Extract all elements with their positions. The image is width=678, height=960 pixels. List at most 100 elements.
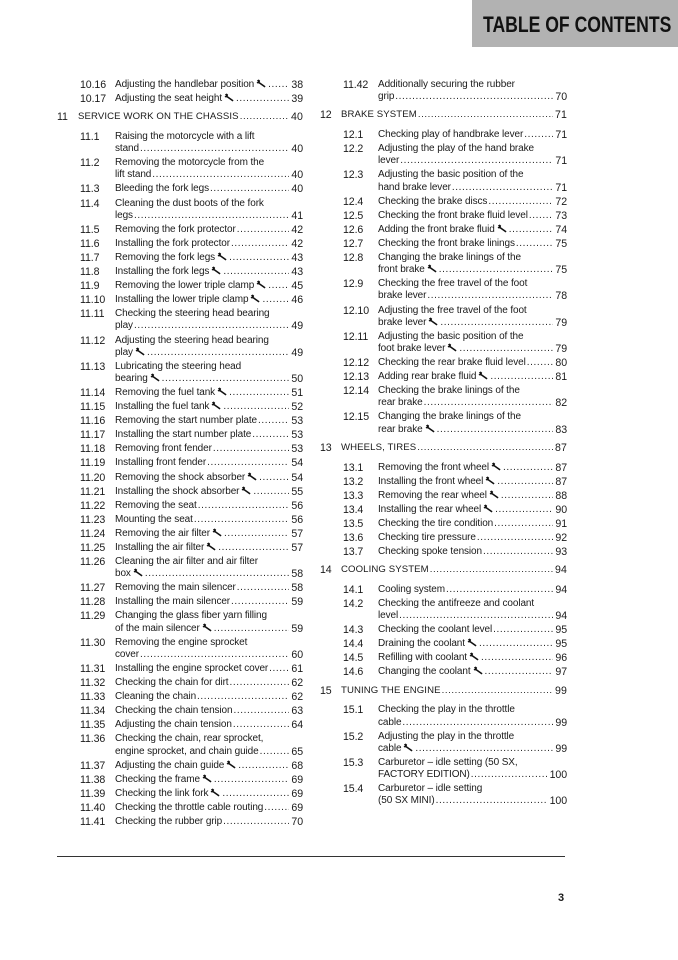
entry-page-number[interactable]: 46 bbox=[291, 294, 303, 307]
entry-title[interactable]: Installing the main silencer bbox=[115, 596, 231, 608]
entry-page-number[interactable]: 56 bbox=[291, 513, 303, 526]
entry-page-number[interactable]: 69 bbox=[291, 801, 303, 814]
entry-page-number[interactable]: 92 bbox=[555, 531, 567, 544]
toc-entry[interactable]: 12.2 Adjusting the play of the hand brake… bbox=[320, 143, 567, 167]
toc-entry[interactable]: 11.7 Removing the fork legs 43 bbox=[57, 252, 303, 264]
entry-title[interactable]: Installing front fender bbox=[115, 457, 207, 469]
entry-title[interactable]: Removing the rear wheel bbox=[378, 489, 487, 501]
entry-page-number[interactable]: 70 bbox=[555, 91, 567, 104]
entry-title[interactable]: Checking the front brake fluid level bbox=[378, 209, 528, 221]
entry-title[interactable]: Checking play of handbrake lever bbox=[378, 129, 524, 141]
entry-title[interactable]: Removing the start number plate bbox=[115, 415, 257, 427]
entry-title[interactable]: Removing the fork protector bbox=[115, 223, 236, 235]
entry-title[interactable]: FACTORY EDITION) bbox=[378, 769, 470, 781]
toc-entry[interactable]: 10.17 Adjusting the seat height 39 bbox=[57, 93, 303, 105]
toc-chapter-entry[interactable]: 13 WHEELS, TIRES 87 bbox=[320, 442, 567, 454]
entry-title[interactable]: Adding the front brake fluid bbox=[378, 223, 495, 235]
entry-page-number[interactable]: 53 bbox=[291, 443, 303, 456]
entry-page-number[interactable]: 71 bbox=[555, 181, 567, 194]
entry-title[interactable]: COOLING SYSTEM bbox=[341, 564, 429, 576]
entry-page-number[interactable]: 51 bbox=[291, 387, 303, 400]
entry-title[interactable]: box bbox=[115, 568, 131, 580]
toc-entry[interactable]: 11.16 Removing the start number plate 53 bbox=[57, 415, 303, 427]
toc-entry[interactable]: 13.5 Checking the tire condition 91 bbox=[320, 518, 567, 530]
toc-entry[interactable]: 11.31 Installing the engine sprocket cove… bbox=[57, 663, 303, 675]
entry-page-number[interactable]: 40 bbox=[291, 183, 303, 196]
entry-page-number[interactable]: 40 bbox=[291, 143, 303, 156]
entry-page-number[interactable]: 96 bbox=[555, 652, 567, 665]
entry-page-number[interactable]: 57 bbox=[291, 541, 303, 554]
entry-title[interactable]: Adjusting the play of the hand brake bbox=[378, 143, 534, 155]
entry-title[interactable]: Installing the fork legs bbox=[115, 266, 210, 278]
toc-entry[interactable]: 11.21 Installing the shock absorber 55 bbox=[57, 486, 303, 498]
entry-title[interactable]: bearing bbox=[115, 373, 148, 385]
entry-page-number[interactable]: 79 bbox=[555, 316, 567, 329]
toc-entry[interactable]: 11.11 Checking the steering head bearing p… bbox=[57, 308, 303, 332]
toc-entry[interactable]: 13.7 Checking spoke tension 93 bbox=[320, 546, 567, 558]
entry-title[interactable]: Changing the brake linings of the bbox=[378, 251, 521, 263]
entry-title[interactable]: Checking the antifreeze and coolant bbox=[378, 597, 535, 609]
entry-title[interactable]: Cleaning the air filter and air filter bbox=[115, 556, 258, 568]
toc-chapter-entry[interactable]: 15 TUNING THE ENGINE 99 bbox=[320, 685, 567, 697]
entry-title[interactable]: Lubricating the steering head bbox=[115, 360, 242, 372]
entry-title[interactable]: Cleaning the chain bbox=[115, 691, 197, 703]
toc-entry[interactable]: 12.3 Adjusting the basic position of the h… bbox=[320, 169, 567, 193]
entry-page-number[interactable]: 87 bbox=[555, 461, 567, 474]
entry-title[interactable]: TUNING THE ENGINE bbox=[341, 684, 441, 696]
entry-title[interactable]: BRAKE SYSTEM bbox=[341, 109, 417, 121]
toc-entry[interactable]: 11.27 Removing the main silencer 58 bbox=[57, 582, 303, 594]
entry-title[interactable]: Checking the brake discs bbox=[378, 195, 488, 207]
toc-entry[interactable]: 12.1 Checking play of handbrake lever 71 bbox=[320, 129, 567, 141]
entry-page-number[interactable]: 70 bbox=[291, 815, 303, 828]
entry-page-number[interactable]: 40 bbox=[291, 111, 303, 124]
entry-title[interactable]: Installing the fork protector bbox=[115, 237, 230, 249]
toc-entry[interactable]: 12.15 Changing the brake linings of the re… bbox=[320, 411, 567, 435]
entry-title[interactable]: Adjusting the handlebar position bbox=[115, 79, 255, 90]
entry-title[interactable]: Mounting the seat bbox=[115, 513, 193, 525]
toc-entry[interactable]: 11.29 Changing the glass fiber yarn filli… bbox=[57, 610, 303, 634]
toc-entry[interactable]: 13.4 Installing the rear wheel 90 bbox=[320, 504, 567, 516]
entry-title[interactable]: lift stand bbox=[115, 169, 152, 181]
toc-entry[interactable]: 11.4 Cleaning the dust boots of the fork l… bbox=[57, 198, 303, 222]
entry-page-number[interactable]: 93 bbox=[555, 546, 567, 558]
entry-title[interactable]: Adjusting the chain guide bbox=[115, 759, 225, 771]
entry-page-number[interactable]: 49 bbox=[291, 320, 303, 333]
toc-entry[interactable]: 14.5 Refilling with coolant 96 bbox=[320, 652, 567, 664]
entry-title[interactable]: Refilling with coolant bbox=[378, 652, 467, 664]
entry-page-number[interactable]: 40 bbox=[291, 169, 303, 182]
entry-page-number[interactable]: 99 bbox=[555, 742, 567, 755]
entry-page-number[interactable]: 91 bbox=[555, 517, 567, 530]
toc-entry[interactable]: 11.28 Installing the main silencer 59 bbox=[57, 596, 303, 608]
entry-title[interactable]: Changing the brake linings of the bbox=[378, 411, 521, 423]
entry-title[interactable]: front brake bbox=[378, 264, 425, 276]
toc-entry[interactable]: 15.1 Checking the play in the throttle cab… bbox=[320, 704, 567, 728]
toc-entry[interactable]: 11.38 Checking the frame 69 bbox=[57, 774, 303, 786]
entry-page-number[interactable]: 58 bbox=[291, 568, 303, 581]
entry-page-number[interactable]: 99 bbox=[555, 716, 567, 729]
toc-entry[interactable]: 11.6 Installing the fork protector 42 bbox=[57, 238, 303, 250]
entry-page-number[interactable]: 83 bbox=[555, 423, 567, 436]
entry-title[interactable]: Removing the shock absorber bbox=[115, 471, 246, 483]
entry-title[interactable]: Checking the tire condition bbox=[378, 517, 494, 529]
entry-title[interactable]: Adjusting the free travel of the foot bbox=[378, 304, 527, 316]
entry-page-number[interactable]: 58 bbox=[291, 582, 303, 595]
entry-title[interactable]: Installing the air filter bbox=[115, 541, 205, 553]
entry-page-number[interactable]: 71 bbox=[555, 109, 567, 122]
entry-title[interactable]: Carburetor – idle setting (50 SX, bbox=[378, 756, 518, 768]
toc-entry[interactable]: 12.7 Checking the front brake linings 75 bbox=[320, 238, 567, 250]
entry-page-number[interactable]: 68 bbox=[291, 759, 303, 772]
toc-entry[interactable]: 15.2 Adjusting the play in the throttle ca… bbox=[320, 731, 567, 755]
entry-title[interactable]: Removing the air filter bbox=[115, 527, 210, 539]
entry-page-number[interactable]: 78 bbox=[555, 290, 567, 303]
toc-entry[interactable]: 12.10 Adjusting the free travel of the fo… bbox=[320, 305, 567, 329]
toc-entry[interactable]: 12.12 Checking the rear brake fluid level… bbox=[320, 357, 567, 369]
entry-page-number[interactable]: 97 bbox=[555, 666, 567, 679]
entry-page-number[interactable]: 62 bbox=[291, 677, 303, 690]
entry-page-number[interactable]: 100 bbox=[549, 795, 567, 808]
toc-entry[interactable]: 14.6 Changing the coolant 97 bbox=[320, 666, 567, 678]
entry-title[interactable]: Removing the engine sprocket bbox=[115, 636, 248, 648]
entry-page-number[interactable]: 53 bbox=[291, 415, 303, 428]
toc-entry[interactable]: 12.13 Adding rear brake fluid 81 bbox=[320, 371, 567, 383]
entry-title[interactable]: cover bbox=[115, 648, 139, 660]
